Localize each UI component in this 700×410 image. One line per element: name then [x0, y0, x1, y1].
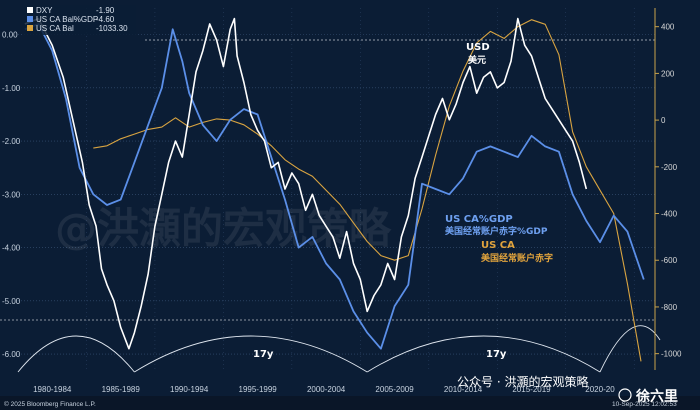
x-axis: 1980-1984 1985-1989 1990-1994 1995-1999 2000…: [33, 385, 615, 394]
annotation-ca: US CA: [481, 240, 515, 251]
right-tick-label: -200: [661, 163, 678, 172]
left-tick-label: -5.00: [2, 297, 21, 306]
legend-label-dxy: DXY: [36, 6, 53, 15]
legend-value-ca-bal: -1033.30: [96, 24, 128, 33]
annotation-usd-cn: 美元: [468, 54, 486, 66]
cycle-arc: [17, 335, 135, 373]
left-tick-label: -3.00: [2, 190, 21, 199]
weibo-icon: [618, 388, 632, 402]
legend-label-ca-bal: US CA Bal: [36, 24, 74, 33]
legend-value-ca-gdp: -4.60: [96, 15, 115, 24]
legend-swatch-ca-bal: [27, 25, 33, 31]
wechat-watermark: 公众号 · 洪灝的宏观策略: [457, 374, 588, 389]
legend-value-dxy: -1.90: [96, 6, 115, 15]
right-tick-label: 0: [661, 116, 666, 125]
annotation-ca-gdp-cn: 美国经常账户赤字%GDP: [445, 225, 548, 237]
annotation-ca-cn: 美国经常账户赤字: [481, 252, 553, 264]
right-tick-label: -800: [661, 303, 678, 312]
x-tick-label: 1990-1994: [170, 385, 209, 394]
cycle-arc: [134, 335, 368, 373]
left-tick-label: -2.00: [2, 137, 21, 146]
annotation-cycle-1: 17y: [253, 349, 274, 360]
footer-timestamp: 10-Sep-2025 12:02:53: [612, 401, 677, 408]
right-tick-label: -400: [661, 210, 678, 219]
x-tick-label: 2000-2004: [307, 385, 346, 394]
left-tick-label: -4.00: [2, 244, 21, 253]
annotation-cycle-2: 17y: [486, 349, 507, 360]
left-axis: 0.00 -1.00 -2.00 -3.00 -4.00 -5.00 -6.00: [2, 31, 21, 359]
right-tick-label: -600: [661, 256, 678, 265]
x-tick-label: 2015-2019: [512, 385, 551, 394]
series-ca-bal: [93, 19, 642, 362]
x-tick-label: 2020-20: [585, 385, 615, 394]
weibo-watermark: 徐六里: [635, 388, 678, 405]
x-tick-label: 1985-1989: [102, 385, 141, 394]
x-tick-label: 1995-1999: [239, 385, 278, 394]
series-dxy: [24, 17, 588, 350]
left-tick-label: 0.00: [2, 31, 18, 40]
footer-bar: [0, 396, 700, 410]
annotation-usd: USD: [466, 42, 490, 53]
x-tick-label: 2005-2009: [375, 385, 414, 394]
x-tick-label: 2010-2014: [444, 385, 483, 394]
cycle-arcs: [17, 325, 661, 373]
right-tick-label: -1000: [661, 350, 682, 359]
cycle-arc: [599, 325, 661, 373]
background-watermark: @洪灝的宏观策略: [55, 204, 392, 253]
series-layer: [24, 17, 645, 362]
legend: DXY -1.90 US CA Bal%GDP -4.60 US CA Bal …: [24, 5, 136, 35]
legend-swatch-ca-gdp: [27, 16, 33, 22]
right-tick-label: 200: [661, 69, 675, 78]
annotation-ca-gdp: US CA%GDP: [445, 214, 513, 225]
series-ca-gdp: [24, 23, 645, 350]
right-tick-label: 400: [661, 23, 675, 32]
left-tick-label: -1.00: [2, 84, 21, 93]
cycle-arc: [366, 335, 601, 373]
x-tick-label: 1980-1984: [33, 385, 72, 394]
legend-box: [24, 5, 136, 35]
legend-swatch-dxy: [27, 7, 33, 13]
left-tick-label: -6.00: [2, 350, 21, 359]
legend-label-ca-gdp: US CA Bal%GDP: [36, 15, 98, 24]
footer-copyright: © 2025 Bloomberg Finance L.P.: [4, 400, 96, 408]
right-axis: 400 200 0 -200 -400 -600 -800 -1000: [655, 23, 682, 359]
